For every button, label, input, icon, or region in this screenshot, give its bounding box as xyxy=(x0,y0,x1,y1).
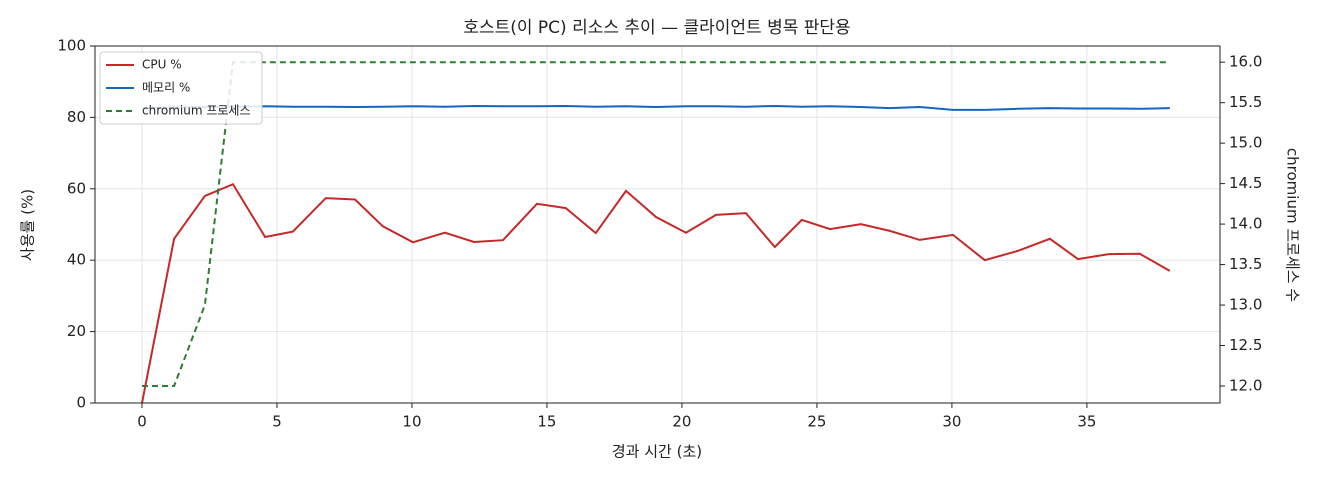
y-tick-label: 60 xyxy=(67,179,86,197)
chart-title: 호스트(이 PC) 리소스 추이 — 클라이언트 병목 판단용 xyxy=(463,18,850,38)
x-tick-label: 10 xyxy=(402,413,421,431)
x-axis-label: 경과 시간 (초) xyxy=(612,443,702,461)
y-axis-label: 사용률 (%) xyxy=(19,189,37,261)
x-tick-label: 0 xyxy=(137,413,147,431)
y2-axis-label: chromium 프로세스 수 xyxy=(1284,148,1302,302)
y2-tick-label: 13.0 xyxy=(1229,296,1262,314)
plot-frame xyxy=(94,45,1221,404)
legend-label: 메모리 % xyxy=(142,81,190,95)
legend-label: CPU % xyxy=(142,58,182,72)
y2-tick-label: 14.5 xyxy=(1229,174,1262,192)
x-tick-label: 35 xyxy=(1077,413,1096,431)
y2-tick-label: 15.0 xyxy=(1229,134,1262,152)
y2-tick-label: 15.5 xyxy=(1229,93,1262,111)
x-tick-label: 15 xyxy=(537,413,556,431)
x-tick-label: 20 xyxy=(672,413,691,431)
y2-tick-label: 13.5 xyxy=(1229,255,1262,273)
series-line xyxy=(142,61,1170,387)
y-tick-label: 100 xyxy=(57,37,86,55)
series-line xyxy=(141,104,1170,111)
y2-tick-label: 16.0 xyxy=(1229,53,1262,71)
series-line xyxy=(141,182,1171,404)
legend-label: chromium 프로세스 xyxy=(142,104,251,118)
x-tick-label: 30 xyxy=(942,413,961,431)
y2-tick-label: 12.5 xyxy=(1229,336,1262,354)
y-tick-label: 0 xyxy=(76,394,86,412)
legend-box xyxy=(99,51,263,125)
x-tick-label: 25 xyxy=(807,413,826,431)
y-tick-label: 20 xyxy=(67,322,86,340)
y2-tick-label: 12.0 xyxy=(1229,377,1262,395)
y-tick-label: 40 xyxy=(67,251,86,269)
x-tick-label: 5 xyxy=(272,413,282,431)
y2-tick-label: 14.0 xyxy=(1229,215,1262,233)
y-tick-label: 80 xyxy=(67,108,86,126)
